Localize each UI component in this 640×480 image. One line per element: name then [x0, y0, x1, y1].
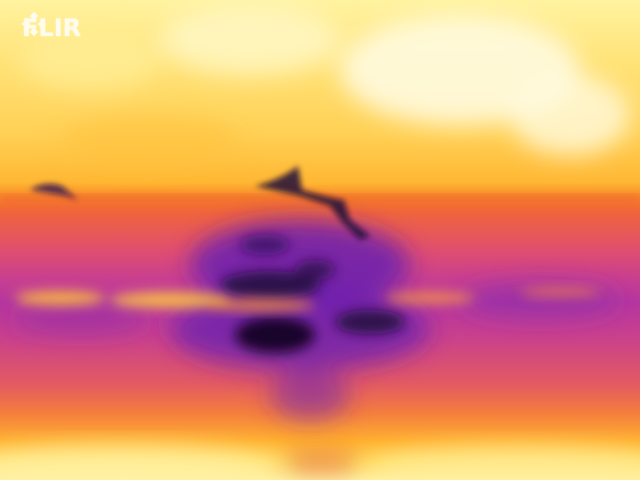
coldest-spots [220, 235, 405, 353]
logo-text: FLIR [22, 14, 82, 42]
flir-diamond-icon [22, 12, 46, 36]
hot-ground [0, 445, 640, 480]
cold-object [10, 220, 620, 420]
warm-streak [15, 287, 600, 311]
hot-sky-region [20, 5, 630, 165]
dark-wisps [30, 166, 370, 240]
flir-logo: FLIR [22, 12, 81, 44]
